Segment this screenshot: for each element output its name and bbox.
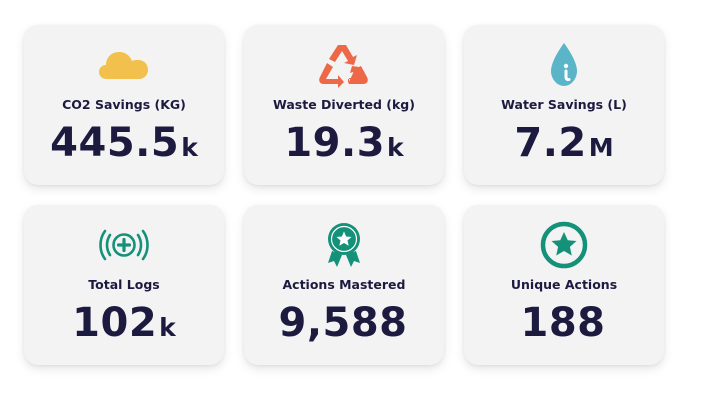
stat-label: Total Logs [88,277,160,292]
stat-label: Actions Mastered [282,277,406,292]
stat-card-water-savings: Water Savings (L) 7.2M [464,25,664,185]
stat-number: 188 [520,300,606,346]
stat-value: 7.2M [464,123,664,163]
stat-suffix: k [387,133,404,162]
stat-card-co2-savings: CO2 Savings (KG) 445.5k [24,25,224,185]
recycle-icon [317,41,371,89]
stat-card-total-logs: Total Logs 102k [24,205,224,365]
water-drop-icon [537,41,591,89]
stat-value: 19.3k [244,123,444,163]
stat-suffix: M [588,133,614,162]
stat-value: 445.5k [24,123,224,163]
stat-number: 19.3 [284,120,386,166]
star-circle-icon [537,221,591,269]
cloud-icon [97,41,151,89]
stat-value: 188 [464,303,664,343]
stat-label: Waste Diverted (kg) [273,97,415,112]
stat-card-actions-mastered: Actions Mastered 9,588 [244,205,444,365]
stat-value: 102k [24,303,224,343]
stat-card-waste-diverted: Waste Diverted (kg) 19.3k [244,25,444,185]
stat-value: 9,588 [244,303,444,343]
stat-label: CO2 Savings (KG) [62,97,186,112]
stat-card-unique-actions: Unique Actions 188 [464,205,664,365]
stat-number: 9,588 [278,300,408,346]
award-ribbon-star-icon [317,221,371,269]
stat-number: 102 [72,300,158,346]
stat-label: Water Savings (L) [501,97,627,112]
stat-suffix: k [181,133,198,162]
stat-label: Unique Actions [510,277,618,292]
broadcast-plus-icon [97,221,151,269]
stat-number: 7.2 [514,120,587,166]
stat-suffix: k [159,313,176,342]
stat-number: 445.5 [50,120,180,166]
